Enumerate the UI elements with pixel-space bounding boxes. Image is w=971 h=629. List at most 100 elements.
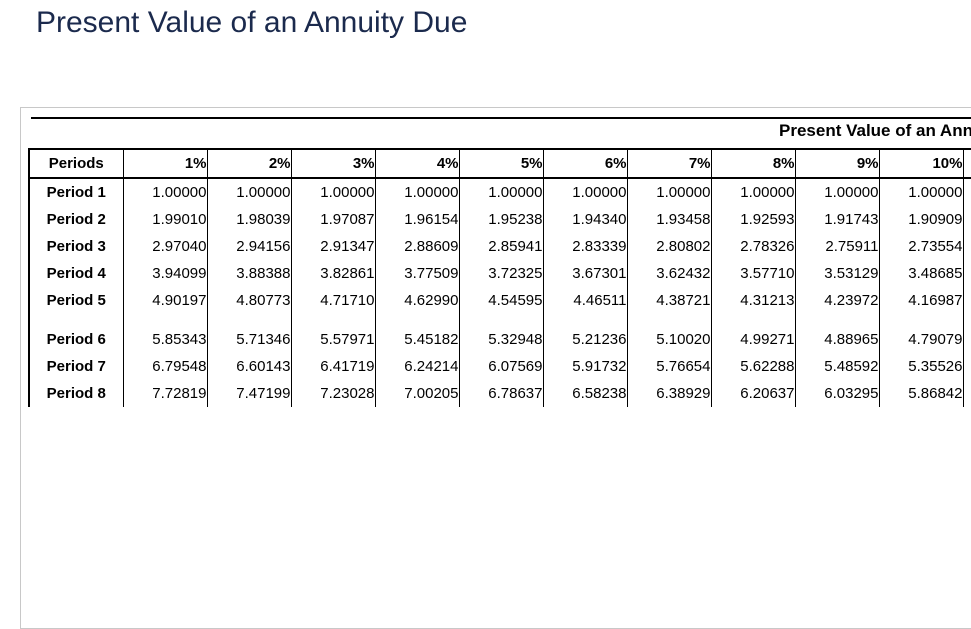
- rate-column-header: 8%: [710, 148, 796, 179]
- table-cell: 1.00000: [878, 178, 964, 206]
- rate-column-header: 9%: [794, 148, 880, 179]
- table-cell: 3.62432: [626, 260, 712, 287]
- table-cell: 4.99271: [710, 326, 796, 353]
- table-cell: 2.73554: [878, 233, 964, 260]
- table-cell: 1.00000: [794, 178, 880, 206]
- table-cell: 1.00000: [458, 178, 544, 206]
- table-cell: 7.23028: [290, 380, 376, 407]
- table-cell: 3.57710: [710, 260, 796, 287]
- table-caption: Present Value of an Annuity Due: [779, 121, 971, 140]
- table-cell: 5.62288: [710, 353, 796, 380]
- table-cell: 1.00000: [542, 178, 628, 206]
- row-label: Period 4: [28, 260, 124, 287]
- table-cell: 5.85343: [122, 326, 208, 353]
- table-cell: 1.00000: [374, 178, 460, 206]
- table-cell: 2.80802: [626, 233, 712, 260]
- table-row: Period 1 1.00000 1.00000 1.00000 1.00000 1.00…: [28, 178, 971, 206]
- row-label: Period 8: [28, 380, 124, 407]
- table-cell: 5.86842: [878, 380, 964, 407]
- spacer-cell: [794, 314, 880, 326]
- table-cell: 2.94156: [206, 233, 292, 260]
- table-cell: 4.54595: [458, 287, 544, 314]
- table-cell: 1.93458: [626, 206, 712, 233]
- spacer-row: [28, 314, 971, 326]
- table-cell: 6.78637: [458, 380, 544, 407]
- table-cell: 5.45182: [374, 326, 460, 353]
- table-cell: 6.03295: [794, 380, 880, 407]
- table-cell: 6.41719: [290, 353, 376, 380]
- table-cell: 4.88965: [794, 326, 880, 353]
- table-cell: 6.60143: [206, 353, 292, 380]
- table-cell: 5.32948: [458, 326, 544, 353]
- rate-column-header: 4%: [374, 148, 460, 179]
- table-row: Period 6 5.85343 5.71346 5.57971 5.45182 5.32…: [28, 326, 971, 353]
- page-title: Present Value of an Annuity Due: [36, 6, 468, 39]
- rate-column-header: 3%: [290, 148, 376, 179]
- table-cell: 2.88609: [374, 233, 460, 260]
- table-cell: 4.38721: [626, 287, 712, 314]
- spacer-cell: [710, 314, 796, 326]
- table-panel: Present Value of an Annuity Due Periods1…: [20, 107, 971, 629]
- table-cell: 7.47199: [206, 380, 292, 407]
- table-cell: 1.94340: [542, 206, 628, 233]
- rate-column-header: 11%: [962, 148, 971, 179]
- table-cell: 3.44371: [962, 260, 971, 287]
- table-cell: 3.53129: [794, 260, 880, 287]
- table-cell: 1.92593: [710, 206, 796, 233]
- table-row: Period 5 4.90197 4.80773 4.71710 4.62990 4.54…: [28, 287, 971, 314]
- table-cell: 6.58238: [542, 380, 628, 407]
- spacer-cell: [542, 314, 628, 326]
- table-cell: 1.91743: [794, 206, 880, 233]
- table-cell: 4.71710: [290, 287, 376, 314]
- table-cell: 1.99010: [122, 206, 208, 233]
- rate-column-header: 5%: [458, 148, 544, 179]
- table-cell: 1.90909: [878, 206, 964, 233]
- table-cell: 1.00000: [710, 178, 796, 206]
- row-label: Period 6: [28, 326, 124, 353]
- table-cell: 6.24214: [374, 353, 460, 380]
- rate-column-header: 1%: [122, 148, 208, 179]
- table-cell: 1.97087: [290, 206, 376, 233]
- table-cell: 6.20637: [710, 380, 796, 407]
- row-label: Period 5: [28, 287, 124, 314]
- table-cell: 5.21236: [542, 326, 628, 353]
- spacer-cell: [206, 314, 292, 326]
- table-cell: 4.79079: [878, 326, 964, 353]
- table-cell: 5.10020: [626, 326, 712, 353]
- table-cell: 1.00000: [122, 178, 208, 206]
- rate-column-header: 6%: [542, 148, 628, 179]
- table-cell: 3.82861: [290, 260, 376, 287]
- table-cell: 1.00000: [962, 178, 971, 206]
- table-cell: 1.96154: [374, 206, 460, 233]
- table-cell: 1.00000: [290, 178, 376, 206]
- table-cell: 5.23054: [962, 353, 971, 380]
- table-cell: 5.57971: [290, 326, 376, 353]
- table-cell: 3.94099: [122, 260, 208, 287]
- rate-column-header: 10%: [878, 148, 964, 179]
- spacer-cell: [290, 314, 376, 326]
- table-cell: 1.00000: [206, 178, 292, 206]
- spacer-cell: [458, 314, 544, 326]
- table-cell: 6.38929: [626, 380, 712, 407]
- row-label: Period 2: [28, 206, 124, 233]
- rate-column-header: 7%: [626, 148, 712, 179]
- table-cell: 2.91347: [290, 233, 376, 260]
- table-cell: 4.10245: [962, 287, 971, 314]
- spacer-cell: [374, 314, 460, 326]
- table-cell: 3.77509: [374, 260, 460, 287]
- table-cell: 5.71346: [206, 326, 292, 353]
- table-cell: 2.83339: [542, 233, 628, 260]
- table-cell: 1.95238: [458, 206, 544, 233]
- table-cell: 2.97040: [122, 233, 208, 260]
- spacer-cell: [122, 314, 208, 326]
- table-row: Period 2 1.99010 1.98039 1.97087 1.96154 1.95…: [28, 206, 971, 233]
- row-label: Period 7: [28, 353, 124, 380]
- periods-column-header: Periods: [28, 148, 124, 179]
- table-cell: 4.80773: [206, 287, 292, 314]
- table-cell: 4.69590: [962, 326, 971, 353]
- table-row: Period 8 7.72819 7.47199 7.23028 7.00205 6.78…: [28, 380, 971, 407]
- table-cell: 2.85941: [458, 233, 544, 260]
- table-cell: 7.00205: [374, 380, 460, 407]
- table-cell: 5.48592: [794, 353, 880, 380]
- table-row: Period 3 2.97040 2.94156 2.91347 2.88609 2.85…: [28, 233, 971, 260]
